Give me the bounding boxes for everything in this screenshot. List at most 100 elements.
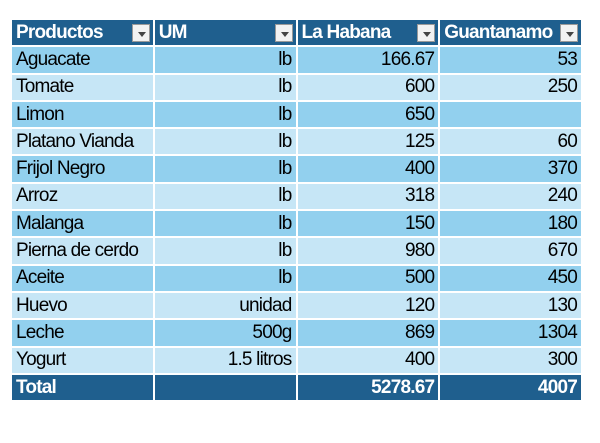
cell: lb: [152, 181, 298, 212]
cell: lb: [152, 127, 298, 157]
table-row: Huevo unidad 120 130: [10, 290, 583, 321]
header-cell: Productos: [10, 17, 155, 48]
total-value: 4007: [438, 372, 583, 403]
cell-text: 370: [547, 158, 578, 180]
cell: Aguacate: [10, 45, 155, 75]
cell-text: Productos: [16, 21, 104, 43]
cell-text: La Habana: [301, 21, 392, 43]
cell-text: 650: [404, 103, 435, 125]
cell-text: Malanga: [16, 212, 84, 234]
cell-text: 250: [547, 76, 578, 98]
cell-text: 60: [557, 130, 577, 152]
cell: Leche: [10, 318, 155, 348]
cell-text: 400: [404, 158, 435, 180]
cell-text: Frijol Negro: [16, 158, 105, 180]
filter-button[interactable]: [274, 24, 293, 42]
table-row: Malanga lb 150 180: [10, 209, 583, 239]
cell-text: Tomate: [16, 76, 74, 98]
cell-text: 240: [547, 185, 578, 207]
cell-text: Guantanamo: [444, 21, 553, 43]
cell: lb: [152, 154, 298, 184]
table-row: Pierna de cerdo lb 980 670: [10, 236, 583, 266]
cell: 450: [438, 263, 583, 293]
cell-text: 1304: [537, 321, 578, 343]
total-label: Total: [10, 372, 155, 403]
cell-text: Huevo: [16, 294, 68, 316]
cell: 250: [438, 72, 583, 102]
cell-text: lb: [278, 130, 292, 152]
filter-button[interactable]: [417, 24, 436, 42]
cell-text: 150: [404, 212, 435, 234]
cell-text: 1.5 litros: [227, 349, 293, 371]
table-row: Tomate lb 600 250: [10, 72, 583, 102]
cell: unidad: [152, 290, 298, 321]
cell-text: Yogurt: [16, 349, 66, 371]
cell: 500g: [152, 318, 298, 348]
cell: lb: [152, 236, 298, 266]
cell: 1.5 litros: [152, 345, 298, 375]
cell: lb: [152, 72, 298, 102]
cell: [152, 372, 298, 403]
cell-text: Leche: [16, 321, 65, 343]
cell-text: 130: [547, 294, 578, 316]
cell-text: 125: [404, 130, 435, 152]
cell: 318: [295, 181, 441, 212]
cell: 60: [438, 127, 583, 157]
data-table: Productos UM La Habana Guantanamo Aguacate l…: [10, 17, 583, 403]
cell: 53: [438, 45, 583, 75]
cell-text: 600: [404, 76, 435, 98]
cell-text: lb: [278, 267, 292, 289]
cell-text: Limon: [16, 103, 65, 125]
table-row: Aguacate lb 166.67 53: [10, 45, 583, 75]
table-row: Aceite lb 500 450: [10, 263, 583, 293]
cell-text: lb: [278, 48, 292, 70]
cell-text: Total: [16, 376, 57, 398]
cell: 980: [295, 236, 441, 266]
cell-text: Pierna de cerdo: [16, 240, 139, 262]
cell: 650: [295, 99, 441, 130]
cell: 130: [438, 290, 583, 321]
cell-text: 4007: [537, 376, 578, 398]
cell-text: lb: [278, 212, 292, 234]
cell: 600: [295, 72, 441, 102]
cell: 150: [295, 209, 441, 239]
cell: Malanga: [10, 209, 155, 239]
filter-button[interactable]: [131, 24, 150, 42]
cell-text: 318: [404, 185, 435, 207]
header-row: Productos UM La Habana Guantanamo: [10, 17, 583, 48]
table-body: Aguacate lb 166.67 53 Tomate lb 600 250 Limon lb 6…: [10, 45, 583, 403]
cell: Huevo: [10, 290, 155, 321]
cell: [438, 99, 583, 130]
cell-text: 980: [404, 240, 435, 262]
filter-button[interactable]: [560, 24, 578, 42]
cell-text: 400: [404, 349, 435, 371]
cell-text: 500: [404, 267, 435, 289]
cell-text: UM: [158, 21, 188, 43]
cell: Platano Vianda: [10, 127, 155, 157]
cell: 500: [295, 263, 441, 293]
header-cell: UM: [152, 17, 298, 48]
cell: 300: [438, 345, 583, 375]
table-row: Arroz lb 318 240: [10, 181, 583, 212]
cell: Tomate: [10, 72, 155, 102]
cell-text: 300: [547, 349, 578, 371]
cell: Aceite: [10, 263, 155, 293]
table-row: Frijol Negro lb 400 370: [10, 154, 583, 184]
cell: 400: [295, 154, 441, 184]
cell-text: 120: [404, 294, 435, 316]
cell-text: 166.67: [380, 48, 435, 70]
cell: 240: [438, 181, 583, 212]
cell: 120: [295, 290, 441, 321]
cell-text: lb: [278, 76, 292, 98]
cell-text: 869: [404, 321, 435, 343]
table-row: Leche 500g 869 1304: [10, 318, 583, 348]
cell: Arroz: [10, 181, 155, 212]
cell-text: 5278.67: [371, 376, 435, 398]
cell: lb: [152, 209, 298, 239]
cell: 166.67: [295, 45, 441, 75]
cell-text: 53: [557, 48, 577, 70]
cell-text: 670: [547, 240, 578, 262]
cell-text: Aguacate: [16, 48, 91, 70]
cell-text: 500g: [252, 321, 292, 343]
